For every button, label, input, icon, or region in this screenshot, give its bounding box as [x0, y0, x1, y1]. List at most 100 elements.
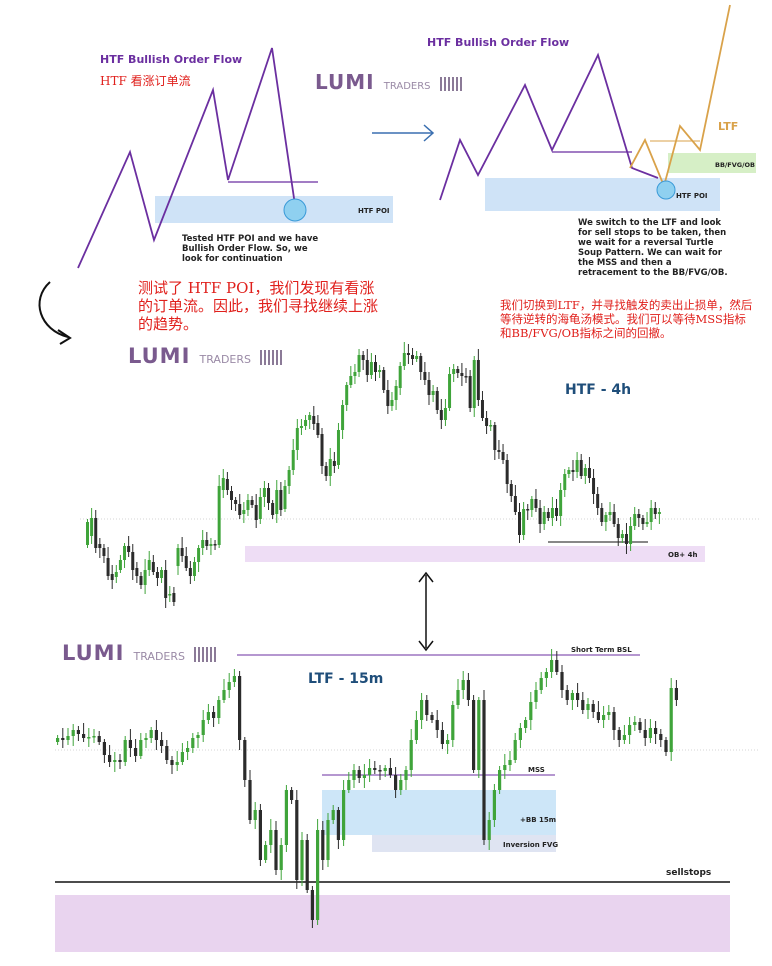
- candle-body: [596, 494, 600, 508]
- htf-poi-zone-right: [485, 178, 720, 211]
- logo-bottom: LUMI TRADERS: [62, 641, 219, 665]
- candle-body: [230, 491, 233, 500]
- logo-middle: LUMI TRADERS: [128, 344, 285, 368]
- candle-body: [508, 760, 512, 765]
- candle-body: [518, 512, 521, 535]
- candle-body: [602, 715, 606, 720]
- candle-body: [628, 725, 632, 735]
- candle-body: [472, 360, 476, 408]
- candle-body: [534, 499, 538, 508]
- candle-body: [423, 372, 427, 380]
- candle-body: [622, 735, 626, 740]
- candle-body: [571, 470, 575, 472]
- candle-body: [242, 510, 246, 514]
- candle-body: [575, 460, 579, 472]
- candle-body: [275, 490, 279, 514]
- candle-body: [365, 360, 369, 375]
- candle-body: [592, 478, 596, 494]
- candle-body: [638, 722, 642, 730]
- candle-body: [435, 720, 439, 730]
- htf-poi-label: HTF POI: [358, 207, 390, 215]
- candle-body: [657, 512, 661, 514]
- candle-body: [165, 746, 169, 760]
- transition-arrow: [372, 124, 435, 142]
- candle-body: [269, 830, 273, 845]
- candle-body: [299, 426, 303, 428]
- candle-body: [430, 715, 434, 720]
- ob-4h-label: OB+ 4h: [668, 551, 697, 559]
- candle-body: [374, 362, 377, 372]
- logo-candle-icon: [439, 77, 462, 91]
- candle-body: [404, 770, 408, 780]
- candle-body: [345, 385, 349, 405]
- candle-body: [279, 845, 283, 870]
- candle-body: [352, 770, 356, 780]
- candle-body: [524, 720, 528, 728]
- candle-body: [221, 478, 225, 490]
- candle-body: [563, 474, 567, 490]
- top-right-schematic: [439, 4, 756, 211]
- candle-body: [399, 780, 403, 790]
- candle-body: [435, 391, 439, 410]
- candle-body: [493, 425, 497, 450]
- candle-body: [530, 499, 534, 510]
- candle-body: [576, 693, 580, 700]
- candle-body: [186, 748, 190, 752]
- logo-lumi-text: LUMI: [62, 641, 125, 665]
- candle-body: [131, 552, 135, 570]
- candle-body: [295, 428, 299, 450]
- candle-body: [633, 722, 637, 725]
- candle-body: [118, 560, 122, 570]
- candle-body: [328, 459, 332, 476]
- candle-body: [620, 534, 624, 538]
- logo-lumi-text: LUMI: [128, 344, 191, 368]
- candle-body: [290, 790, 294, 800]
- candle-body: [321, 830, 325, 860]
- candle-body: [225, 479, 229, 490]
- candle-body: [659, 734, 663, 740]
- candle-body: [534, 690, 538, 702]
- candle-body: [526, 509, 530, 511]
- candle-body: [106, 558, 110, 576]
- candle-body: [238, 676, 242, 740]
- candle-body: [581, 700, 585, 710]
- candle-body: [456, 369, 460, 373]
- candle-body: [544, 672, 548, 678]
- candle-body: [419, 356, 423, 372]
- candle-body: [86, 522, 89, 545]
- candle-body: [102, 742, 106, 755]
- candle-body: [643, 730, 647, 738]
- candle-body: [427, 380, 431, 395]
- logo-traders-text: TRADERS: [383, 81, 431, 92]
- candle-body: [336, 810, 340, 840]
- candle-body: [440, 730, 444, 744]
- candle-body: [143, 570, 147, 585]
- top-left-title: HTF Bullish Order Flow: [100, 53, 243, 66]
- candle-body: [406, 353, 410, 355]
- ltf-pink-zone: [55, 895, 730, 952]
- candle-body: [191, 738, 195, 748]
- candle-body: [542, 512, 546, 524]
- candle-body: [357, 355, 361, 372]
- candle-body: [513, 496, 517, 512]
- candle-body: [600, 508, 604, 522]
- htf-candles: [86, 342, 661, 608]
- double-arrow: [418, 571, 434, 652]
- candle-body: [90, 518, 94, 536]
- candle-body: [254, 505, 258, 520]
- candle-body: [587, 468, 591, 478]
- candle-body: [555, 660, 559, 672]
- candle-body: [308, 415, 312, 420]
- candle-body: [172, 593, 176, 602]
- candle-body: [279, 490, 283, 510]
- candle-body: [155, 572, 159, 578]
- candle-body: [624, 534, 628, 544]
- candle-body: [522, 509, 526, 535]
- htf-order-flow-line-right: [439, 52, 659, 201]
- candle-body: [633, 514, 637, 526]
- candle-body: [570, 693, 574, 700]
- ltf-bb-zone: [322, 790, 556, 835]
- candle-body: [164, 570, 168, 598]
- candle-body: [378, 770, 382, 772]
